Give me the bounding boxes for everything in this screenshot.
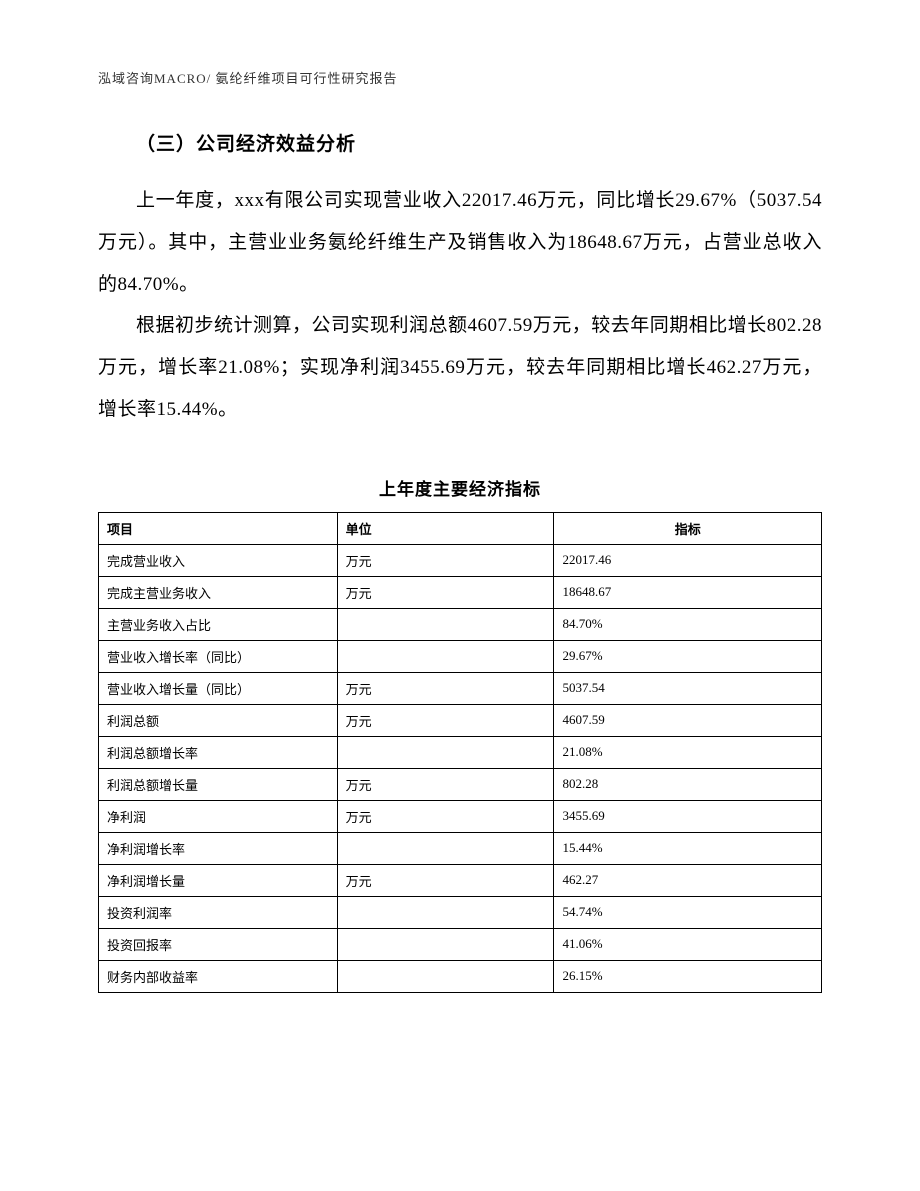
table-cell: 万元 [337, 672, 554, 704]
table-cell: 利润总额 [99, 704, 338, 736]
table-cell: 万元 [337, 864, 554, 896]
table-cell: 54.74% [554, 896, 822, 928]
table-cell: 万元 [337, 800, 554, 832]
table-row: 营业收入增长率（同比） 29.67% [99, 640, 822, 672]
document-page: 泓域咨询MACRO/ 氨纶纤维项目可行性研究报告 （三）公司经济效益分析 上一年… [0, 0, 920, 1053]
table-cell [337, 608, 554, 640]
table-row: 投资利润率 54.74% [99, 896, 822, 928]
table-cell [337, 832, 554, 864]
table-cell: 802.28 [554, 768, 822, 800]
body-paragraph: 根据初步统计测算，公司实现利润总额4607.59万元，较去年同期相比增长802.… [98, 305, 822, 430]
section-title: （三）公司经济效益分析 [98, 129, 822, 156]
table-cell: 万元 [337, 544, 554, 576]
table-cell: 投资回报率 [99, 928, 338, 960]
table-cell [337, 640, 554, 672]
table-cell: 41.06% [554, 928, 822, 960]
table-cell: 投资利润率 [99, 896, 338, 928]
table-cell: 84.70% [554, 608, 822, 640]
table-row: 净利润增长率 15.44% [99, 832, 822, 864]
page-header: 泓域咨询MACRO/ 氨纶纤维项目可行性研究报告 [98, 68, 822, 87]
table-cell [337, 928, 554, 960]
table-cell: 21.08% [554, 736, 822, 768]
table-cell: 净利润增长量 [99, 864, 338, 896]
table-cell: 净利润增长率 [99, 832, 338, 864]
table-cell: 3455.69 [554, 800, 822, 832]
table-row: 财务内部收益率 26.15% [99, 960, 822, 992]
table-header-cell: 指标 [554, 512, 822, 544]
table-cell: 万元 [337, 576, 554, 608]
table-cell: 5037.54 [554, 672, 822, 704]
body-paragraph: 上一年度，xxx有限公司实现营业收入22017.46万元，同比增长29.67%（… [98, 180, 822, 305]
table-cell [337, 960, 554, 992]
table-row: 营业收入增长量（同比） 万元 5037.54 [99, 672, 822, 704]
table-cell: 净利润 [99, 800, 338, 832]
table-cell: 利润总额增长率 [99, 736, 338, 768]
table-cell: 完成主营业务收入 [99, 576, 338, 608]
table-header-cell: 单位 [337, 512, 554, 544]
table-row: 利润总额 万元 4607.59 [99, 704, 822, 736]
table-cell: 利润总额增长量 [99, 768, 338, 800]
table-header-row: 项目 单位 指标 [99, 512, 822, 544]
table-cell: 营业收入增长率（同比） [99, 640, 338, 672]
table-row: 完成营业收入 万元 22017.46 [99, 544, 822, 576]
table-title: 上年度主要经济指标 [98, 475, 822, 500]
table-cell: 462.27 [554, 864, 822, 896]
table-header-cell: 项目 [99, 512, 338, 544]
table-row: 主营业务收入占比 84.70% [99, 608, 822, 640]
table-cell [337, 736, 554, 768]
table-cell: 主营业务收入占比 [99, 608, 338, 640]
table-row: 利润总额增长量 万元 802.28 [99, 768, 822, 800]
table-cell: 完成营业收入 [99, 544, 338, 576]
table-cell: 万元 [337, 704, 554, 736]
table-cell: 26.15% [554, 960, 822, 992]
table-cell: 18648.67 [554, 576, 822, 608]
table-row: 利润总额增长率 21.08% [99, 736, 822, 768]
table-cell: 营业收入增长量（同比） [99, 672, 338, 704]
table-cell: 4607.59 [554, 704, 822, 736]
table-row: 完成主营业务收入 万元 18648.67 [99, 576, 822, 608]
table-cell: 29.67% [554, 640, 822, 672]
table-row: 净利润 万元 3455.69 [99, 800, 822, 832]
table-row: 净利润增长量 万元 462.27 [99, 864, 822, 896]
table-row: 投资回报率 41.06% [99, 928, 822, 960]
economic-indicators-table: 项目 单位 指标 完成营业收入 万元 22017.46 完成主营业务收入 万元 … [98, 512, 822, 993]
table-cell: 万元 [337, 768, 554, 800]
table-cell [337, 896, 554, 928]
table-cell: 财务内部收益率 [99, 960, 338, 992]
table-cell: 22017.46 [554, 544, 822, 576]
table-cell: 15.44% [554, 832, 822, 864]
